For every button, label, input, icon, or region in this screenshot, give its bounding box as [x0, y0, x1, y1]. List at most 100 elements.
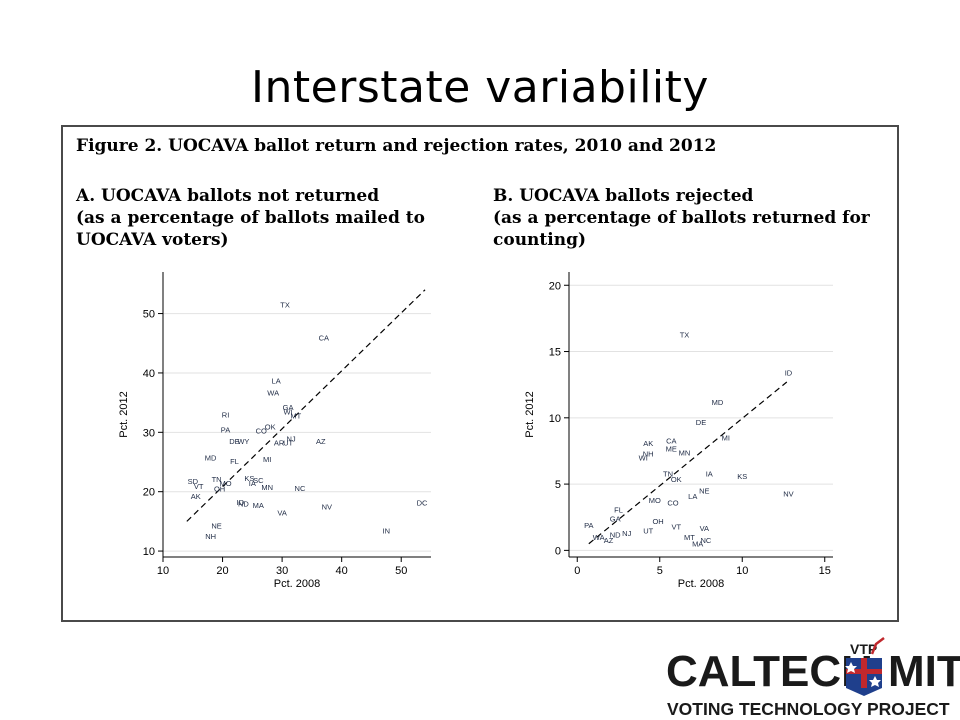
- data-point-nv: NV: [783, 489, 793, 498]
- panel-a-title-line: A. UOCAVA ballots not returned: [76, 186, 380, 206]
- data-point-mi: MI: [263, 455, 271, 464]
- logo-badge-text: VTP: [850, 641, 877, 657]
- data-point-mo: MO: [219, 479, 231, 488]
- data-point-pa: PA: [584, 521, 593, 530]
- data-point-wi: WI: [639, 454, 648, 463]
- logo-caltech-text: CALTECH: [666, 647, 873, 696]
- panel-a-title-line: (as a percentage of ballots mailed to: [76, 208, 425, 228]
- data-point-sc: SC: [253, 476, 264, 485]
- data-point-co: CO: [256, 427, 267, 436]
- y-tick-label: 10: [143, 546, 155, 558]
- data-point-ri: RI: [222, 411, 230, 420]
- y-tick-label: 15: [549, 347, 561, 359]
- data-point-ma: MA: [692, 540, 703, 549]
- fit-line: [588, 381, 788, 545]
- data-point-dc: DC: [417, 498, 428, 507]
- data-point-vt: VT: [671, 523, 681, 532]
- data-point-ut: UT: [643, 526, 653, 535]
- data-point-nd: ND: [610, 530, 621, 539]
- x-tick-label: 30: [276, 565, 288, 577]
- x-tick-label: 0: [574, 565, 580, 577]
- y-tick-label: 0: [555, 545, 561, 557]
- data-point-ar: AR: [274, 438, 285, 447]
- data-point-tx: TX: [280, 301, 290, 310]
- logo-tagline: VOTING TECHNOLOGY PROJECT: [667, 699, 950, 719]
- data-point-nc: NC: [701, 536, 712, 545]
- panel-b-title-line: B. UOCAVA ballots rejected: [493, 186, 754, 206]
- data-point-wa: WA: [267, 389, 279, 398]
- data-point-wa: WA: [593, 533, 605, 542]
- data-point-mo: MO: [649, 496, 661, 505]
- data-point-vt: VT: [194, 482, 204, 491]
- data-point-nd: ND: [238, 500, 249, 509]
- logo-mit-text: MIT: [888, 647, 960, 696]
- data-point-ut: UT: [283, 438, 293, 447]
- data-point-wi: WI: [283, 408, 292, 417]
- y-tick-label: 50: [143, 309, 155, 321]
- data-point-az: AZ: [604, 536, 614, 545]
- data-point-md: MD: [712, 398, 724, 407]
- data-point-in: IN: [383, 526, 391, 535]
- data-point-la: LA: [272, 377, 281, 386]
- y-axis-label: Pct. 2012: [118, 391, 130, 437]
- data-point-ak: AK: [191, 492, 201, 501]
- data-point-tn: TN: [663, 469, 673, 478]
- data-point-tn: TN: [212, 475, 222, 484]
- data-point-mi: MI: [722, 434, 730, 443]
- chart-panel-b: 0 5 10 15 20 0 5 10 15 Pct. 2008 Pct. 2012 TX ID MD DE…: [524, 272, 833, 590]
- data-point-ne: NE: [699, 487, 709, 496]
- x-tick-label: 5: [657, 565, 663, 577]
- data-point-mn: MN: [679, 448, 691, 457]
- y-axis-label: Pct. 2012: [524, 391, 536, 437]
- x-tick-label: 15: [819, 565, 831, 577]
- data-point-sd: SD: [188, 477, 199, 486]
- x-tick-label: 40: [336, 565, 348, 577]
- data-point-oh: OH: [214, 485, 225, 494]
- panel-b-title: B. UOCAVA ballots rejected (as a percent…: [493, 185, 870, 251]
- data-point-co: CO: [667, 499, 678, 508]
- data-point-de: DE: [696, 418, 706, 427]
- data-point-nv: NV: [322, 503, 332, 512]
- plot-area: [569, 272, 833, 557]
- data-point-ne: NE: [211, 522, 221, 531]
- y-tick-label: 40: [143, 368, 155, 380]
- data-point-fl: FL: [614, 505, 623, 514]
- data-point-tx: TX: [680, 330, 690, 339]
- data-point-ok: OK: [671, 475, 682, 484]
- vtp-badge-icon: VTP: [845, 637, 885, 696]
- x-tick-label: 50: [395, 565, 407, 577]
- x-tick-label: 10: [157, 565, 169, 577]
- data-point-nj: NJ: [622, 529, 631, 538]
- data-point-ca: CA: [666, 436, 676, 445]
- fit-line: [186, 289, 426, 522]
- x-axis-label: Pct. 2008: [678, 578, 724, 590]
- data-point-az: AZ: [316, 437, 326, 446]
- panel-a-title-line: UOCAVA voters): [76, 230, 229, 250]
- y-tick-label: 10: [549, 413, 561, 425]
- data-point-ga: GA: [283, 403, 294, 412]
- panel-a-title: A. UOCAVA ballots not returned (as a per…: [76, 185, 425, 251]
- y-tick-label: 30: [143, 427, 155, 439]
- data-point-me: ME: [666, 444, 677, 453]
- data-point-nc: NC: [295, 484, 306, 493]
- data-point-pa: PA: [221, 425, 230, 434]
- data-point-la: LA: [688, 492, 697, 501]
- x-tick-label: 20: [216, 565, 228, 577]
- data-point-id: ID: [785, 369, 793, 378]
- data-point-nh: NH: [643, 450, 654, 459]
- chart-panel-a: 10 20 30 40 50 10 20 30 40 50 Pct. 2008 Pct. 2012 TX…: [118, 272, 431, 590]
- y-tick-label: 5: [555, 479, 561, 491]
- figure-title: Figure 2. UOCAVA ballot return and rejec…: [76, 136, 717, 156]
- data-point-va: VA: [277, 508, 286, 517]
- caltech-mit-vtp-logo: CALTECH VTP MIT VOTING TECHNOLOGY PROJEC…: [666, 637, 960, 719]
- data-point-de: DE: [229, 437, 239, 446]
- data-point-mn: MN: [261, 483, 273, 492]
- data-point-ks: KS: [244, 474, 254, 483]
- y-tick-label: 20: [143, 487, 155, 499]
- data-point-mt: MT: [684, 533, 695, 542]
- data-point-mt: MT: [290, 412, 301, 421]
- slide-title: Interstate variability: [251, 62, 709, 113]
- data-point-oh: OH: [652, 517, 663, 526]
- y-tick-label: 20: [549, 280, 561, 292]
- data-point-wy: WY: [237, 437, 249, 446]
